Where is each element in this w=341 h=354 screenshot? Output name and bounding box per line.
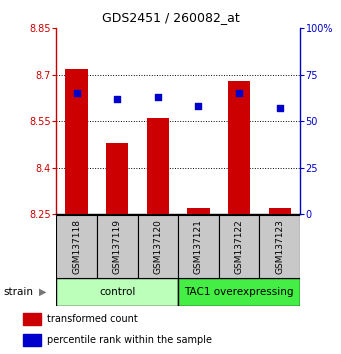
Bar [23,313,41,325]
Bar [178,278,300,306]
Bar [106,143,129,214]
Point [155,94,161,100]
Text: strain: strain [3,287,33,297]
Text: GSM137123: GSM137123 [275,219,284,274]
Bar [137,215,178,278]
Text: control: control [99,287,135,297]
Bar [23,334,41,346]
Point [236,91,242,96]
Text: GDS2451 / 260082_at: GDS2451 / 260082_at [102,11,239,24]
Text: percentile rank within the sample: percentile rank within the sample [47,335,212,345]
Text: GSM137119: GSM137119 [113,219,122,274]
Text: TAC1 overexpressing: TAC1 overexpressing [184,287,294,297]
Text: GSM137122: GSM137122 [235,219,243,274]
Text: GSM137120: GSM137120 [153,219,162,274]
Text: GSM137121: GSM137121 [194,219,203,274]
Bar [269,208,291,214]
Point [115,96,120,102]
Bar [56,278,178,306]
Bar [178,215,219,278]
Bar [260,215,300,278]
Bar [228,81,250,214]
Point [74,91,79,96]
Bar [97,215,137,278]
Point [277,105,282,111]
Text: ▶: ▶ [39,287,46,297]
Point [196,103,201,109]
Bar [187,208,210,214]
Bar [56,215,97,278]
Text: transformed count: transformed count [47,314,138,324]
Bar [65,69,88,214]
Bar [147,118,169,214]
Text: GSM137118: GSM137118 [72,219,81,274]
Bar [219,215,260,278]
